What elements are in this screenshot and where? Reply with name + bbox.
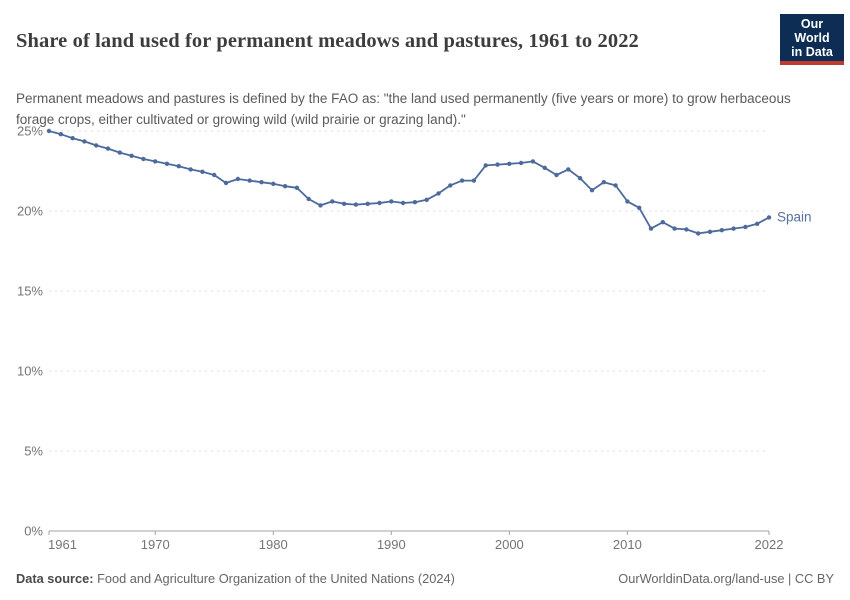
x-axis-label-2000: 2000 (495, 537, 524, 552)
x-axis-label-2022: 2022 (755, 537, 784, 552)
data-point-1998[interactable] (483, 163, 488, 168)
data-point-1984[interactable] (318, 203, 323, 208)
data-point-1968[interactable] (129, 153, 134, 158)
data-point-1999[interactable] (495, 162, 500, 167)
data-point-1969[interactable] (141, 156, 146, 162)
owid-logo-text: Our World in Data (780, 14, 844, 61)
data-point-1985[interactable] (330, 199, 335, 204)
data-point-2019[interactable] (731, 226, 736, 231)
y-axis-label-10: 10% (17, 364, 43, 379)
data-point-2015[interactable] (684, 227, 689, 232)
data-point-1962[interactable] (58, 132, 63, 137)
y-axis-label-15: 15% (17, 284, 43, 299)
data-point-1988[interactable] (365, 201, 370, 206)
data-point-2006[interactable] (577, 176, 583, 181)
y-axis-label-25: 25% (17, 124, 43, 139)
data-point-1975[interactable] (212, 172, 217, 178)
data-point-1980[interactable] (271, 181, 276, 186)
data-point-1976[interactable] (223, 180, 229, 186)
data-point-2018[interactable] (719, 228, 724, 233)
owid-logo-stripe (780, 61, 844, 65)
data-point-2020[interactable] (743, 224, 748, 230)
x-axis-label-1970: 1970 (141, 537, 170, 552)
data-point-1963[interactable] (70, 136, 75, 141)
data-point-1986[interactable] (341, 201, 347, 206)
data-point-2008[interactable] (601, 180, 606, 185)
data-point-1964[interactable] (82, 139, 87, 144)
data-point-1979[interactable] (259, 180, 264, 185)
x-axis-label-1980: 1980 (259, 537, 288, 552)
data-point-1989[interactable] (377, 200, 382, 206)
data-point-1974[interactable] (200, 169, 205, 174)
data-point-1983[interactable] (306, 196, 311, 202)
data-point-1992[interactable] (412, 200, 418, 205)
data-point-1996[interactable] (459, 178, 465, 183)
data-source-text: Food and Agriculture Organization of the… (93, 571, 455, 586)
data-point-2010[interactable] (625, 199, 630, 204)
data-point-1994[interactable] (436, 191, 441, 196)
data-point-2014[interactable] (672, 226, 677, 231)
y-axis-label-0: 0% (24, 524, 43, 539)
data-point-2012[interactable] (648, 226, 654, 231)
data-point-1981[interactable] (282, 184, 288, 189)
x-axis-label-1990: 1990 (377, 537, 406, 552)
data-point-1971[interactable] (164, 161, 170, 166)
data-point-1982[interactable] (294, 185, 300, 190)
data-point-1977[interactable] (235, 176, 241, 182)
x-axis-label-1961: 1961 (48, 537, 77, 552)
x-axis-label-2010: 2010 (613, 537, 642, 552)
data-point-2016[interactable] (696, 231, 701, 236)
data-point-1995[interactable] (448, 183, 453, 188)
chart-title: Share of land used for permanent meadows… (16, 29, 639, 52)
y-axis-label-5: 5% (24, 444, 43, 459)
data-point-1990[interactable] (389, 199, 394, 204)
data-point-2022[interactable] (766, 215, 772, 220)
data-point-2021[interactable] (755, 221, 760, 226)
data-point-1978[interactable] (247, 178, 252, 183)
data-point-1987[interactable] (353, 202, 359, 207)
y-axis-label-20: 20% (17, 204, 43, 219)
data-point-1965[interactable] (94, 143, 99, 148)
data-point-2001[interactable] (518, 160, 524, 166)
data-point-1967[interactable] (117, 150, 123, 155)
data-point-2007[interactable] (589, 188, 595, 193)
data-point-2013[interactable] (660, 220, 665, 225)
data-point-1961[interactable] (46, 128, 52, 134)
entity-label-spain[interactable]: Spain (777, 209, 812, 224)
data-point-1991[interactable] (400, 200, 406, 206)
data-point-2005[interactable] (566, 167, 571, 172)
data-point-2002[interactable] (530, 159, 536, 164)
data-line-spain[interactable] (48, 130, 770, 235)
owid-logo[interactable]: Our World in Data (780, 14, 844, 65)
chart-subtitle: Permanent meadows and pastures is define… (16, 90, 791, 127)
data-source: Data source: Food and Agriculture Organi… (16, 571, 455, 586)
data-point-2009[interactable] (613, 183, 618, 188)
data-point-2004[interactable] (554, 172, 559, 178)
data-point-1973[interactable] (188, 167, 193, 172)
data-point-2011[interactable] (637, 205, 642, 210)
data-source-label: Data source: (16, 571, 94, 586)
chart-footer: Data source: Food and Agriculture Organi… (16, 571, 834, 586)
data-point-2003[interactable] (542, 165, 547, 170)
data-point-1966[interactable] (105, 146, 111, 151)
data-point-2000[interactable] (507, 161, 512, 166)
data-point-1993[interactable] (424, 197, 429, 202)
license-link[interactable]: OurWorldinData.org/land-use | CC BY (618, 571, 834, 586)
data-point-1972[interactable] (176, 164, 181, 169)
data-point-1997[interactable] (471, 178, 477, 183)
data-point-1970[interactable] (153, 159, 158, 164)
data-point-2017[interactable] (707, 229, 713, 234)
